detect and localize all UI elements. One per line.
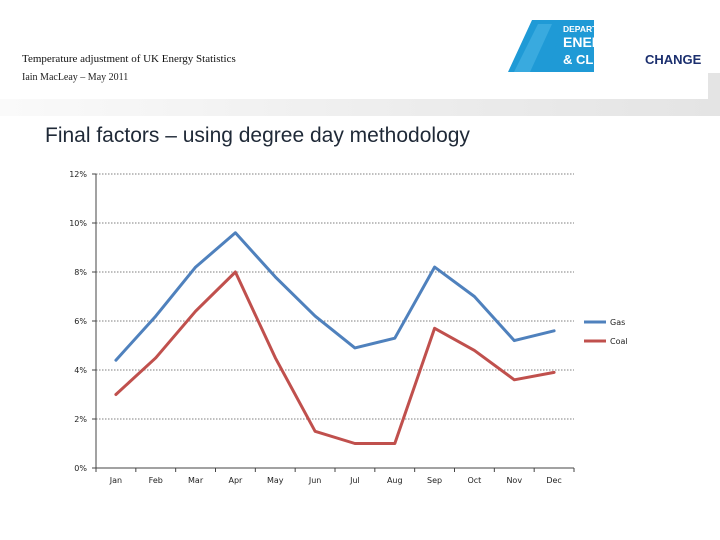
data-point-gas	[154, 314, 157, 318]
x-tick-label: Apr	[228, 476, 243, 485]
y-tick-label: 8%	[74, 268, 87, 277]
x-tick-label: Nov	[506, 476, 522, 485]
y-tick-label: 0%	[74, 464, 87, 473]
data-point-gas	[114, 359, 118, 362]
x-tick-label: Aug	[387, 476, 403, 485]
data-point-gas	[433, 265, 436, 269]
presentation-subtitle: Iain MacLeay – May 2011	[22, 72, 129, 83]
data-point-gas	[353, 346, 357, 350]
data-point-coal	[353, 442, 357, 445]
x-tick-label: Jul	[349, 476, 360, 485]
logo-line2: ENERGY	[563, 34, 623, 50]
y-tick-label: 2%	[74, 415, 87, 424]
data-point-coal	[313, 430, 317, 433]
data-point-gas	[313, 314, 317, 318]
data-point-gas	[513, 339, 516, 342]
logo-line1: DEPARTMENT OF	[563, 24, 636, 34]
decc-logo: DEPARTMENT OF ENERGY & CLIMATE CHANGE	[508, 20, 708, 72]
x-tick-label: Feb	[149, 476, 163, 485]
chart-axes: 0% 2% 4% 6% 8% 10% 12% Jan Feb Mar Apr May Jun Jul Aug…	[69, 170, 575, 485]
chart-gridlines	[96, 173, 574, 420]
data-point-coal	[473, 349, 476, 352]
y-tick-label: 12%	[69, 170, 87, 179]
data-point-coal	[154, 356, 157, 359]
logo-line3a: & CLIMATE	[563, 52, 633, 67]
chart-legend: Gas Coal	[584, 318, 628, 346]
series-line-gas	[114, 231, 556, 362]
data-point-gas	[552, 329, 556, 332]
x-tick-label: Sep	[427, 476, 442, 485]
header-band	[0, 99, 720, 116]
x-tick-label: Jun	[308, 476, 322, 485]
y-tick-label: 4%	[74, 366, 87, 375]
y-tick-label: 10%	[69, 219, 87, 228]
presentation-title: Temperature adjustment of UK Energy Stat…	[22, 53, 236, 65]
slide-title: Final factors – using degree day methodo…	[45, 124, 470, 147]
data-point-coal	[194, 310, 197, 313]
header-band-edge	[708, 73, 720, 116]
data-point-gas	[234, 231, 237, 234]
x-tick-label: May	[267, 476, 284, 485]
line-chart: 0% 2% 4% 6% 8% 10% 12% Jan Feb Mar Apr May Jun Jul Aug…	[69, 170, 628, 485]
legend-label-gas: Gas	[610, 318, 625, 327]
data-point-gas	[473, 295, 476, 298]
logo-swoosh	[514, 24, 552, 72]
logo-line3b: CHANGE	[645, 52, 702, 67]
data-point-gas	[393, 336, 396, 340]
logo-white-panel	[594, 20, 708, 72]
y-tick-label: 6%	[74, 317, 87, 326]
legend-label-coal: Coal	[610, 337, 628, 346]
logo-fade	[548, 20, 594, 72]
data-point-coal	[234, 270, 237, 274]
data-point-gas	[194, 265, 197, 269]
series-line-coal	[114, 270, 556, 445]
chart-series	[114, 231, 556, 445]
data-point-coal	[114, 393, 118, 396]
data-point-coal	[513, 378, 516, 381]
data-point-gas	[274, 275, 277, 279]
x-tick-label: Oct	[467, 476, 481, 485]
data-point-coal	[274, 356, 277, 359]
x-tick-label: Jan	[109, 476, 122, 485]
x-tick-label: Mar	[188, 476, 204, 485]
data-point-coal	[393, 442, 396, 445]
x-tick-label: Dec	[546, 476, 561, 485]
data-point-coal	[433, 327, 436, 330]
data-point-coal	[552, 371, 556, 374]
